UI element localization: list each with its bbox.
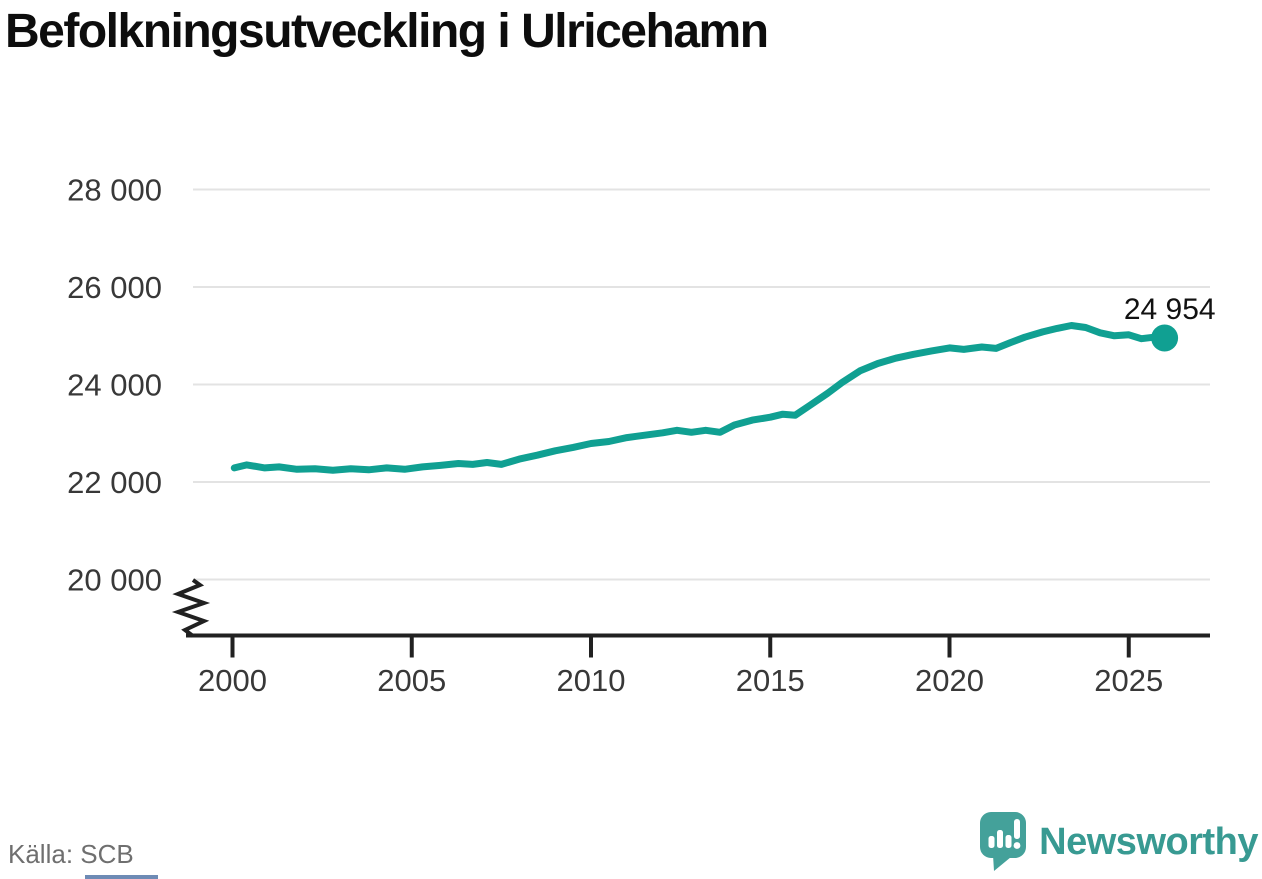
- endpoint-marker: [1151, 324, 1179, 352]
- y-axis-tick-label: 24 000: [67, 368, 162, 403]
- population-line: [230, 322, 1169, 474]
- x-axis-tick-label: 2000: [198, 663, 267, 698]
- y-axis-tick-label: 22 000: [67, 465, 162, 500]
- x-axis-tick-label: 2025: [1094, 663, 1163, 698]
- x-axis-tick-label: 2010: [557, 663, 626, 698]
- x-axis-tick-label: 2005: [377, 663, 446, 698]
- page-title: Befolkningsutveckling i Ulricehamn: [5, 5, 769, 58]
- y-axis-tick-label: 20 000: [67, 563, 162, 598]
- x-axis-tick-label: 2020: [915, 663, 984, 698]
- source-note: Källa: SCB: [8, 839, 134, 869]
- newsworthy-logo-icon: [980, 812, 1027, 871]
- x-axis-tick-label: 2015: [736, 663, 805, 698]
- newsworthy-brand: Newsworthy: [979, 811, 1258, 873]
- y-axis-break: [171, 578, 211, 638]
- y-axis-tick-label: 28 000: [67, 173, 162, 208]
- y-axis-tick-label: 26 000: [67, 270, 162, 305]
- newsworthy-wordmark: Newsworthy: [1039, 820, 1258, 863]
- endpoint-value-label: 24 954: [1124, 293, 1216, 326]
- bottom-edge-mark: [85, 875, 158, 879]
